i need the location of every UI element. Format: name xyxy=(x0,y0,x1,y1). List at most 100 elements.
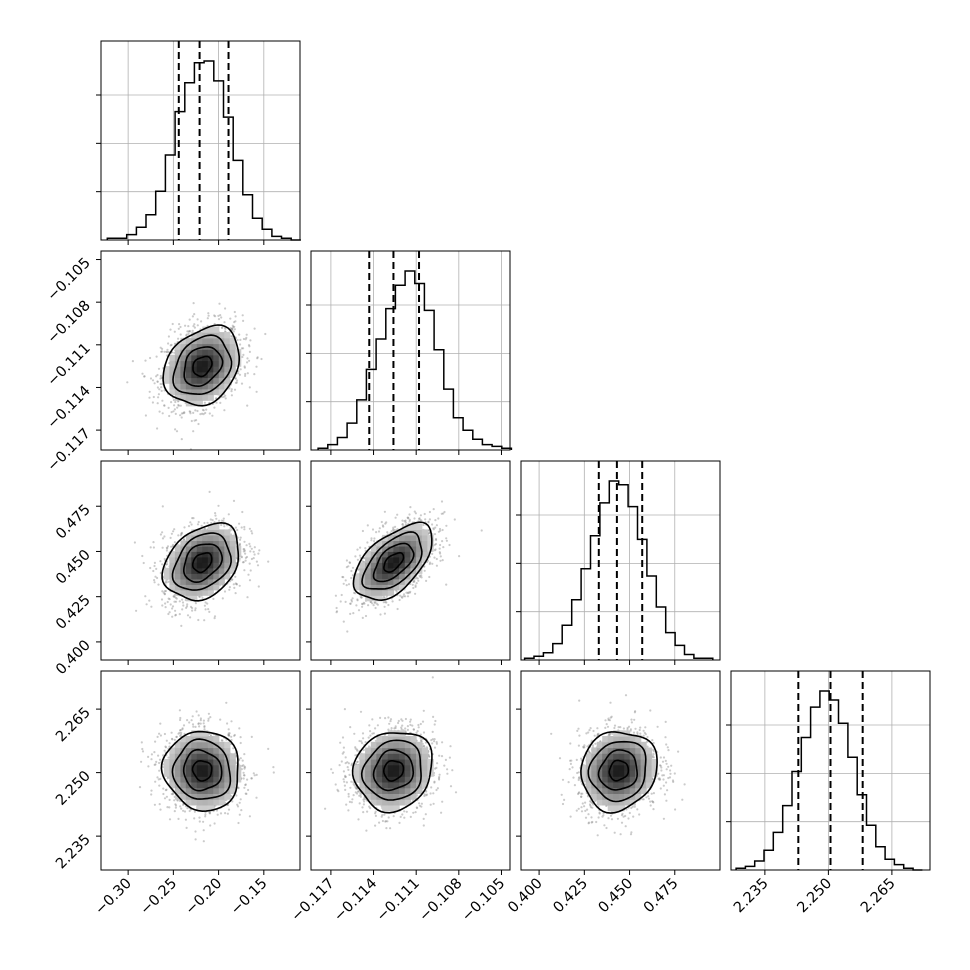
scatter-point xyxy=(144,595,147,598)
scatter-point xyxy=(243,525,246,529)
density-cell xyxy=(169,556,176,563)
scatter-point xyxy=(408,520,411,523)
scatter-point xyxy=(182,604,185,607)
density-cell xyxy=(376,584,383,591)
density-cell xyxy=(169,584,176,591)
density-cell xyxy=(191,589,198,596)
density-cell xyxy=(185,360,192,367)
scatter-point xyxy=(357,609,361,612)
density-cell xyxy=(174,589,181,596)
scatter-point xyxy=(422,523,425,527)
density-cell xyxy=(180,360,187,367)
density-cell xyxy=(174,545,181,552)
scatter-point xyxy=(394,525,397,528)
scatter-point xyxy=(375,531,378,534)
scatter-point xyxy=(165,546,168,549)
scatter-point xyxy=(158,769,161,772)
density-cell xyxy=(207,349,214,356)
scatter-point xyxy=(256,356,259,359)
scatter-point xyxy=(437,530,440,533)
scatter-point xyxy=(189,605,193,609)
density-panel xyxy=(138,701,275,843)
scatter-point xyxy=(184,324,187,327)
density-cell xyxy=(229,567,236,574)
density-cell xyxy=(191,349,198,356)
density-cell xyxy=(404,578,412,585)
scatter-point xyxy=(244,559,247,562)
scatter-point xyxy=(366,541,369,544)
scatter-point xyxy=(230,394,233,397)
density-panel xyxy=(126,302,267,450)
scatter-point xyxy=(203,527,206,530)
scatter-point xyxy=(153,803,156,806)
scatter-point xyxy=(432,527,435,530)
density-cell xyxy=(174,354,181,362)
scatter-point xyxy=(165,581,168,584)
scatter-point xyxy=(188,329,191,333)
scatter-point xyxy=(209,518,212,521)
scatter-point xyxy=(168,745,171,748)
scatter-point xyxy=(185,606,188,610)
density-cell xyxy=(213,366,220,373)
density-cell xyxy=(387,589,395,596)
scatter-point xyxy=(183,526,186,529)
scatter-point xyxy=(174,614,177,617)
scatter-point xyxy=(201,596,204,600)
density-cell xyxy=(202,556,209,563)
scatter-point xyxy=(177,400,180,403)
scatter-point xyxy=(167,335,170,338)
density-cell xyxy=(229,349,236,356)
scatter-point xyxy=(260,357,263,361)
density-cell xyxy=(387,573,395,580)
scatter-point xyxy=(135,609,138,612)
scatter-point xyxy=(235,583,238,586)
scatter-point xyxy=(374,606,377,610)
scatter-point xyxy=(364,547,367,550)
scatter-point xyxy=(394,516,397,519)
scatter-point xyxy=(243,774,246,777)
scatter-point xyxy=(152,546,155,549)
contour-line xyxy=(161,521,240,602)
scatter-point xyxy=(370,537,373,540)
density-cell xyxy=(185,556,192,563)
scatter-point xyxy=(222,519,225,523)
scatter-point xyxy=(420,519,423,522)
scatter-point xyxy=(243,528,246,531)
density-cell xyxy=(399,578,406,585)
scatter-point xyxy=(245,336,248,339)
scatter-point xyxy=(161,546,164,549)
scatter-point xyxy=(204,608,207,611)
density-cell xyxy=(393,584,400,591)
scatter-point xyxy=(230,390,233,393)
density-cell xyxy=(370,551,378,558)
scatter-point xyxy=(224,394,227,397)
scatter-point xyxy=(198,820,201,823)
scatter-point xyxy=(349,602,352,605)
density-cell xyxy=(196,366,203,373)
density-cell xyxy=(202,578,209,585)
density-cell xyxy=(196,343,203,350)
density-cell xyxy=(196,589,203,596)
scatter-point xyxy=(156,380,159,383)
density-cell xyxy=(163,573,170,580)
scatter-point xyxy=(419,575,422,578)
scatter-point xyxy=(173,330,176,333)
scatter-point xyxy=(438,551,441,554)
scatter-point xyxy=(163,749,166,752)
scatter-point xyxy=(414,584,417,587)
density-cell xyxy=(229,534,236,541)
scatter-point xyxy=(420,576,423,579)
scatter-point xyxy=(170,545,173,548)
density-cell xyxy=(218,567,225,574)
scatter-point xyxy=(161,350,164,353)
density-cell xyxy=(202,534,209,541)
y-tick-label: 0.475 xyxy=(53,502,94,543)
density-cell xyxy=(410,534,417,541)
scatter-point xyxy=(243,569,246,572)
density-cell xyxy=(410,540,417,547)
scatter-point xyxy=(161,347,164,350)
scatter-point xyxy=(347,583,351,586)
scatter-point xyxy=(249,339,252,342)
scatter-point xyxy=(433,549,436,552)
density-cell xyxy=(191,377,198,384)
